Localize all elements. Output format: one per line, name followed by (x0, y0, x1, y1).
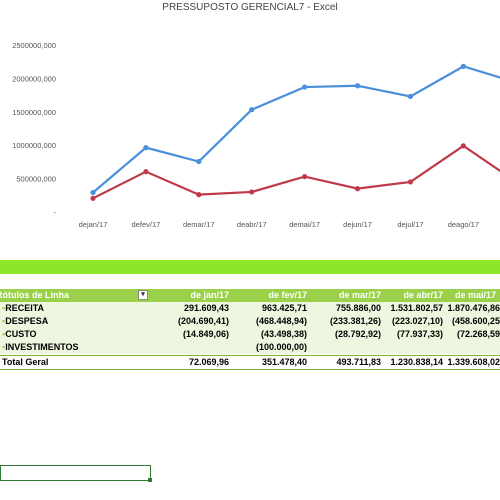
x-tick-label: demar/17 (183, 220, 215, 229)
cell[interactable] (447, 341, 500, 354)
y-tick-label: 2000000,000 (12, 74, 56, 83)
cell[interactable] (153, 341, 233, 354)
filter-dropdown-icon[interactable]: ▾ (138, 290, 148, 300)
cell[interactable]: (233.381,26) (311, 315, 385, 328)
cell[interactable]: (43.498,38) (233, 328, 311, 341)
data-point[interactable] (460, 63, 466, 69)
y-tick-label: 2500000,000 (12, 41, 56, 50)
window-title: PRESSUPOSTO GERENCIAL7 - Excel (0, 0, 500, 18)
x-tick-label: dejun/17 (343, 220, 372, 229)
cell[interactable]: (468.448,94) (233, 315, 311, 328)
chart-svg: 2500000,000 2000000,000 1500000,000 1000000… (12, 41, 500, 229)
data-point[interactable] (407, 179, 414, 185)
total-label[interactable]: Total Geral (2, 357, 49, 367)
cell[interactable] (311, 341, 385, 354)
cell[interactable]: 351.478,40 (261, 357, 307, 367)
cell[interactable]: 1.339.608,02 (447, 357, 500, 367)
cell[interactable]: 1.531.802,57 (385, 302, 447, 315)
row-label-despesa[interactable]: ▪DESPESA (0, 315, 153, 328)
header-mar[interactable]: de mar/17 (311, 289, 385, 302)
pivot-row-custo[interactable]: ▪CUSTO (14.849,06) (43.498,38) (28.792,9… (0, 328, 500, 341)
cell[interactable]: 72.069,96 (188, 357, 229, 367)
data-point[interactable] (302, 84, 308, 90)
pivot-header-row: Rótulos de Linha ▾ de jan/17 de fev/17 d… (0, 289, 500, 302)
data-point[interactable] (196, 158, 202, 165)
cell[interactable]: (77.937,33) (385, 328, 447, 341)
x-tick-label: dejul/17 (397, 220, 423, 229)
cell[interactable]: (14.849,06) (153, 328, 233, 341)
cell[interactable]: (204.690,41) (153, 315, 233, 328)
cell[interactable]: (72.268,59 (447, 328, 500, 341)
x-tick-label: deago/17 (448, 220, 479, 229)
pivot-row-receita[interactable]: ▪RECEITA 291.609,43 963.425,71 755.886,0… (0, 302, 500, 315)
data-point[interactable] (249, 189, 255, 195)
series-line-0[interactable] (92, 65, 500, 194)
data-point[interactable] (143, 145, 149, 151)
cell[interactable]: 1.870.476,86 (447, 302, 500, 315)
y-tick-label: 500000,000 (16, 175, 56, 184)
selected-cell-range[interactable] (0, 465, 151, 481)
fill-handle[interactable] (148, 478, 152, 482)
x-tick-label: deabr/17 (237, 220, 267, 229)
data-point[interactable] (90, 189, 96, 196)
green-band (0, 260, 500, 274)
x-tick-label: dejan/17 (79, 220, 108, 229)
data-point[interactable] (196, 192, 202, 198)
pivot-row-investimentos[interactable]: ▪INVESTIMENTOS (100.000,00) (0, 341, 500, 354)
line-chart[interactable]: 2500000,000 2000000,000 1500000,000 1000000… (0, 18, 500, 246)
cell[interactable]: (28.792,92) (311, 328, 385, 341)
cell[interactable]: (223.027,10) (385, 315, 447, 328)
data-point[interactable] (460, 143, 466, 149)
cell[interactable]: (100.000,00) (233, 341, 311, 354)
series-line-1[interactable] (92, 144, 500, 200)
y-tick-label: - (54, 208, 57, 217)
data-point[interactable] (354, 186, 361, 192)
header-apr[interactable]: de abr/17 (385, 289, 447, 302)
y-tick-label: 1500000,000 (12, 108, 56, 117)
pivot-total-row[interactable]: Total Geral 72.069,96 351.478,40 493.711… (0, 355, 500, 370)
cell[interactable]: 1.230.838,14 (390, 357, 443, 367)
x-tick-label: defev/17 (132, 220, 161, 229)
header-may[interactable]: de mai/17 (447, 289, 500, 302)
data-point[interactable] (143, 169, 149, 175)
header-jan[interactable]: de jan/17 (153, 289, 233, 302)
header-row-labels-text: Rótulos de Linha (0, 290, 69, 300)
row-label-receita[interactable]: ▪RECEITA (0, 302, 153, 315)
cell[interactable]: 963.425,71 (233, 302, 311, 315)
pivot-row-despesa[interactable]: ▪DESPESA (204.690,41) (468.448,94) (233.… (0, 315, 500, 328)
y-tick-label: 1000000,000 (12, 141, 56, 150)
row-label-custo[interactable]: ▪CUSTO (0, 328, 153, 341)
data-point[interactable] (354, 83, 361, 89)
cell[interactable]: 755.886,00 (311, 302, 385, 315)
data-point[interactable] (90, 195, 96, 201)
x-tick-label: demai/17 (289, 220, 320, 229)
cell[interactable]: 493.711,83 (336, 357, 381, 367)
row-label-investimentos[interactable]: ▪INVESTIMENTOS (0, 341, 153, 354)
cell[interactable] (385, 341, 447, 354)
cell[interactable]: 291.609,43 (153, 302, 233, 315)
data-point[interactable] (249, 107, 255, 113)
data-point[interactable] (407, 93, 414, 100)
header-row-labels: Rótulos de Linha ▾ (0, 289, 153, 302)
header-feb[interactable]: de fev/17 (233, 289, 311, 302)
cell[interactable]: (458.600,25 (447, 315, 500, 328)
data-point[interactable] (302, 173, 308, 180)
